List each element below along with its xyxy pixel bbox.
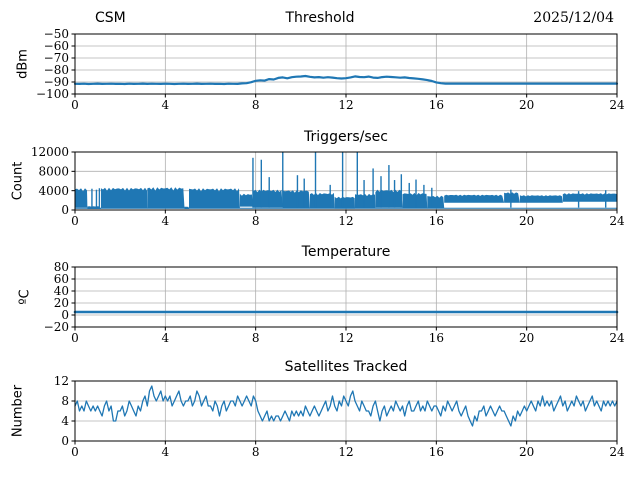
panel-title-temperature: Temperature (301, 244, 391, 260)
panel-title-satellites: Satellites Tracked (284, 359, 408, 375)
svg-text:12: 12 (338, 331, 353, 345)
svg-text:−100: −100 (36, 87, 69, 101)
svg-text:8: 8 (252, 98, 260, 112)
svg-text:24: 24 (609, 331, 625, 345)
svg-text:20: 20 (519, 98, 534, 112)
svg-text:60: 60 (54, 272, 69, 286)
svg-text:20: 20 (519, 445, 534, 459)
svg-text:24: 24 (609, 445, 625, 459)
svg-text:16: 16 (429, 214, 444, 228)
svg-text:8: 8 (61, 394, 69, 408)
svg-text:12: 12 (54, 374, 69, 388)
svg-text:0: 0 (71, 214, 79, 228)
svg-text:4: 4 (162, 331, 170, 345)
plot-title-center: Threshold (285, 10, 355, 26)
svg-text:8: 8 (252, 445, 260, 459)
plot-title-date: 2025/12/04 (533, 10, 614, 26)
svg-text:40: 40 (54, 284, 69, 298)
svg-text:8: 8 (252, 331, 260, 345)
svg-text:12: 12 (338, 445, 353, 459)
svg-text:−20: −20 (44, 320, 69, 334)
svg-text:24: 24 (609, 98, 625, 112)
ylabel-satellites: Number (10, 384, 26, 438)
svg-text:4: 4 (162, 214, 170, 228)
svg-text:16: 16 (429, 445, 444, 459)
svg-text:12000: 12000 (31, 145, 69, 159)
svg-text:0: 0 (61, 308, 69, 322)
svg-text:−70: −70 (44, 51, 69, 65)
panel-title-triggers: Triggers/sec (304, 129, 388, 145)
svg-text:0: 0 (71, 445, 79, 459)
svg-text:4: 4 (162, 98, 170, 112)
svg-text:0: 0 (61, 203, 69, 217)
ylabel-triggers: Count (10, 161, 26, 201)
svg-text:80: 80 (54, 260, 69, 274)
svg-text:−60: −60 (44, 39, 69, 53)
svg-text:4: 4 (61, 414, 69, 428)
ylabel-temperature: ºC (17, 289, 33, 305)
svg-text:16: 16 (429, 98, 444, 112)
svg-text:8: 8 (252, 214, 260, 228)
ylabel-threshold: dBm (15, 49, 31, 79)
svg-text:20: 20 (519, 331, 534, 345)
svg-text:20: 20 (519, 214, 534, 228)
svg-text:16: 16 (429, 331, 444, 345)
svg-text:8000: 8000 (38, 165, 69, 179)
svg-text:12: 12 (338, 98, 353, 112)
svg-text:24: 24 (609, 214, 625, 228)
svg-text:12: 12 (338, 214, 353, 228)
svg-text:20: 20 (54, 296, 69, 310)
svg-text:4: 4 (162, 445, 170, 459)
svg-text:−90: −90 (44, 75, 69, 89)
svg-text:−50: −50 (44, 27, 69, 41)
svg-text:0: 0 (71, 98, 79, 112)
plot-title-left: CSM (95, 10, 126, 26)
svg-text:4000: 4000 (38, 184, 69, 198)
svg-text:0: 0 (71, 331, 79, 345)
svg-text:0: 0 (61, 434, 69, 448)
svg-text:−80: −80 (44, 63, 69, 77)
